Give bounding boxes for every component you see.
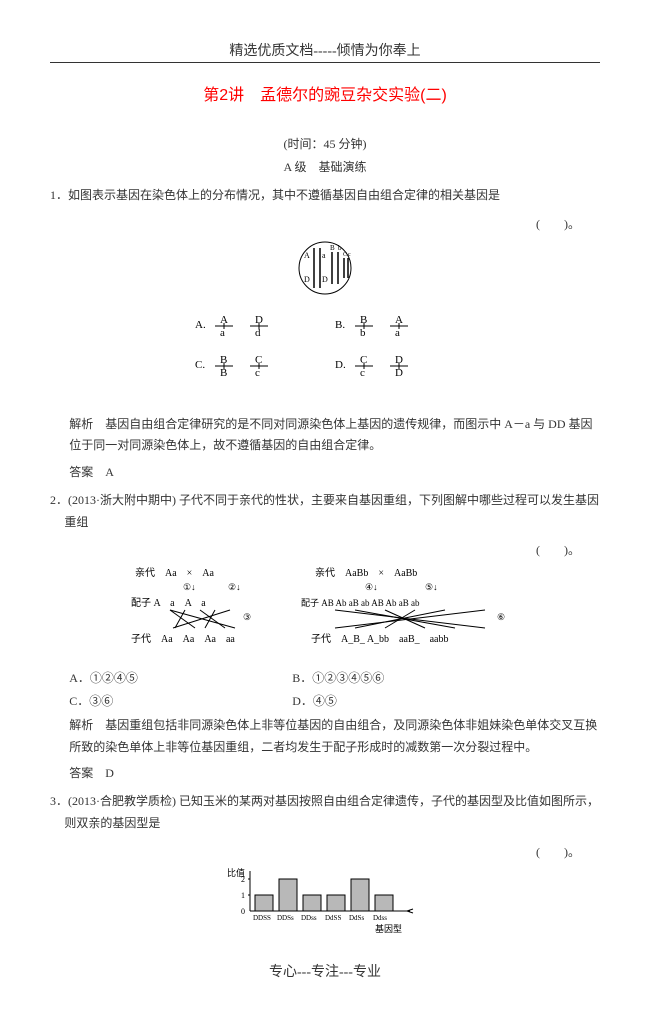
q2-optD: D．④⑤ — [292, 692, 337, 709]
svg-text:④↓: ④↓ — [365, 582, 378, 592]
q2-options-row1: A．①②④⑤ B．①②③④⑤⑥ — [50, 669, 600, 686]
q1-option-svg: A. A a D d B. B b A a C. B B C — [195, 313, 455, 397]
svg-text:1: 1 — [241, 891, 245, 900]
svg-text:A.: A. — [195, 319, 206, 331]
svg-text:⑤↓: ⑤↓ — [425, 582, 438, 592]
svg-text:c: c — [360, 367, 365, 379]
svg-text:子代 Aa Aa Aa aa: 子代 Aa Aa Aa aa — [131, 633, 235, 645]
svg-text:c: c — [255, 367, 260, 379]
svg-text:DDSs: DDSs — [277, 914, 294, 922]
q2-paren: ( )。 — [50, 541, 600, 558]
q2-optB: B．①②③④⑤⑥ — [292, 669, 384, 686]
q1-options: A. A a D d B. B b A a C. B B C — [50, 313, 600, 406]
svg-text:D: D — [322, 275, 328, 284]
q2-answer: 答案 D — [50, 764, 600, 781]
svg-text:②↓: ②↓ — [228, 582, 241, 592]
svg-text:D.: D. — [335, 359, 346, 371]
svg-text:a: a — [220, 327, 225, 339]
svg-text:①↓: ①↓ — [183, 582, 196, 592]
svg-text:a: a — [395, 327, 400, 339]
q2-options-row2: C．③⑥ D．④⑤ — [50, 692, 600, 709]
svg-text:B: B — [220, 367, 227, 379]
q3-text: 3．(2013·合肥教学质检) 已知玉米的某两对基因按照自由组合定律遗传，子代的… — [50, 791, 600, 834]
q3-paren: ( )。 — [50, 843, 600, 860]
header-divider — [50, 62, 600, 63]
svg-text:亲代 Aa × Aa: 亲代 Aa × Aa — [135, 566, 215, 579]
svg-text:子代 A_B_ A_bb aaB_ aabb: 子代 A_B_ A_bb aaB_ aabb — [311, 633, 449, 645]
svg-text:a: a — [322, 251, 326, 260]
q3-bar-chart-icon: 比值 2 1 0 DDSS DDSs DDss DdSS DdSs Ddss 基… — [225, 866, 425, 936]
q1-text: 1．如图表示基因在染色体上的分布情况，其中不遵循基因自由组合定律的相关基因是 — [50, 185, 600, 207]
svg-text:DdSS: DdSS — [325, 914, 341, 922]
q2-text: 2．(2013·浙大附中期中) 子代不同于亲代的性状，主要来自基因重组，下列图解… — [50, 490, 600, 533]
q1-answer: 答案 A — [50, 463, 600, 480]
subtitle-time: (时间：45 分钟) — [50, 135, 600, 152]
svg-text:D: D — [395, 367, 403, 379]
svg-text:DDss: DDss — [301, 914, 317, 922]
svg-text:DDSS: DDSS — [253, 914, 271, 922]
svg-text:A: A — [304, 251, 310, 260]
svg-text:⑥: ⑥ — [497, 612, 505, 622]
svg-text:C: C — [343, 252, 347, 258]
svg-text:2: 2 — [241, 875, 245, 884]
q2-figure: 亲代 Aa × Aa ①↓ ②↓ 配子 A a A a ③ 子代 Aa Aa A… — [50, 564, 600, 659]
svg-text:DdSs: DdSs — [349, 914, 364, 922]
q2-explain: 解析 基因重组包括非同源染色体上非等位基因的自由组合，及同源染色体非姐妹染色单体… — [50, 715, 600, 758]
svg-text:基因型: 基因型 — [375, 923, 402, 934]
svg-text:b: b — [360, 327, 366, 339]
svg-text:③: ③ — [243, 612, 251, 622]
chromosome-cell-icon: A a D D B b C c — [290, 238, 360, 298]
q1-explain: 解析 基因自由组合定律研究的是不同对同源染色体上基因的遗传规律，而图示中 A－a… — [50, 414, 600, 457]
svg-text:c: c — [348, 252, 351, 258]
svg-text:D: D — [304, 275, 310, 284]
q1-figure-cell: A a D D B b C c — [50, 238, 600, 303]
svg-text:配子 AB Ab aB ab AB Ab aB ab: 配子 AB Ab aB ab AB Ab aB ab — [301, 598, 420, 608]
q2-optC: C．③⑥ — [69, 692, 289, 709]
q1-paren: ( )。 — [50, 215, 600, 232]
q2-optA: A．①②④⑤ — [69, 669, 289, 686]
svg-text:配子 A a A a: 配子 A a A a — [131, 597, 206, 609]
q3-chart: 比值 2 1 0 DDSS DDSs DDss DdSS DdSs Ddss 基… — [50, 866, 600, 941]
level-title: A 级 基础演练 — [50, 158, 600, 175]
svg-text:亲代 AaBb × AaBb: 亲代 AaBb × AaBb — [315, 566, 417, 579]
footer: 专心---专注---专业 — [50, 961, 600, 981]
svg-text:b: b — [338, 244, 342, 252]
page-title: 第2讲 孟德尔的豌豆杂交实验(二) — [50, 81, 600, 105]
svg-text:0: 0 — [241, 907, 245, 916]
svg-text:B: B — [330, 244, 335, 252]
svg-text:Ddss: Ddss — [373, 914, 387, 922]
q2-cross-diagram-icon: 亲代 Aa × Aa ①↓ ②↓ 配子 A a A a ③ 子代 Aa Aa A… — [125, 564, 525, 654]
svg-text:d: d — [255, 327, 261, 339]
header-top: 精选优质文档-----倾情为你奉上 — [50, 40, 600, 60]
svg-text:B.: B. — [335, 319, 345, 331]
svg-text:C.: C. — [195, 359, 205, 371]
